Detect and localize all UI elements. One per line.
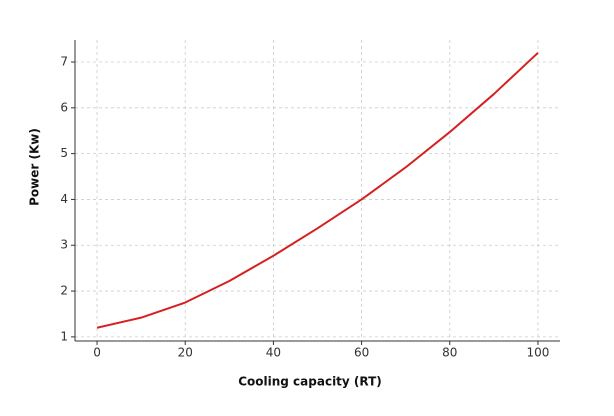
x-tick-label: 0 bbox=[93, 346, 101, 360]
x-tick-label: 100 bbox=[527, 346, 550, 360]
x-tick-label: 40 bbox=[266, 346, 281, 360]
y-tick-label: 5 bbox=[60, 146, 68, 160]
x-tick-label: 20 bbox=[178, 346, 193, 360]
x-tick-label: 60 bbox=[354, 346, 369, 360]
y-tick-label: 4 bbox=[60, 192, 68, 206]
y-tick-label: 6 bbox=[60, 100, 68, 114]
y-tick-label: 1 bbox=[60, 329, 68, 343]
x-tick-label: 80 bbox=[442, 346, 457, 360]
y-axis-label: Power (Kw) bbox=[28, 128, 42, 206]
x-axis-label: Cooling capacity (RT) bbox=[238, 375, 382, 389]
y-tick-label: 7 bbox=[60, 54, 68, 68]
y-tick-label: 3 bbox=[60, 238, 68, 252]
y-tick-label: 2 bbox=[60, 284, 68, 298]
data-line bbox=[96, 52, 539, 329]
